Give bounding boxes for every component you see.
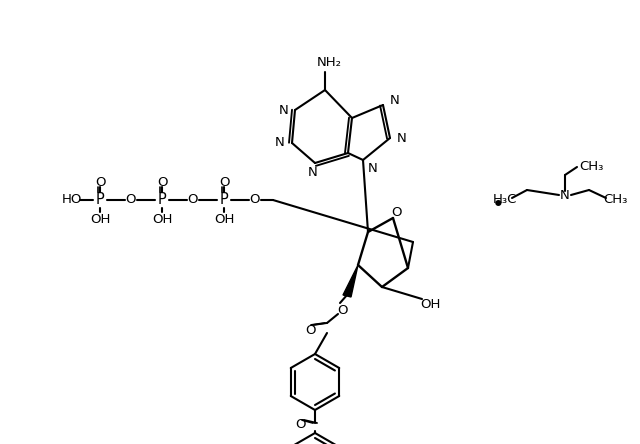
Text: N: N [368, 162, 378, 174]
Text: N: N [308, 166, 318, 179]
Text: P: P [220, 193, 228, 207]
Text: N: N [390, 94, 400, 107]
Text: CH₃: CH₃ [579, 160, 604, 174]
Text: N: N [560, 190, 570, 202]
Text: O: O [188, 194, 198, 206]
Text: H₃C: H₃C [493, 194, 517, 206]
Text: O: O [157, 175, 167, 189]
Text: O: O [392, 206, 403, 219]
Text: •: • [492, 195, 504, 215]
Text: N: N [275, 136, 285, 150]
Text: O: O [219, 175, 229, 189]
Polygon shape [343, 265, 358, 297]
Text: O: O [305, 324, 316, 337]
Text: P: P [95, 193, 104, 207]
Text: O: O [337, 304, 348, 317]
Text: O: O [125, 194, 136, 206]
Text: P: P [157, 193, 166, 207]
Text: N: N [397, 131, 407, 144]
Text: OH: OH [214, 214, 234, 226]
Text: OH: OH [152, 214, 172, 226]
Text: OH: OH [420, 298, 440, 312]
Text: N: N [278, 103, 288, 116]
Text: O: O [250, 194, 260, 206]
Text: HO: HO [62, 194, 82, 206]
Text: O: O [295, 419, 305, 432]
Text: CH₃: CH₃ [603, 194, 627, 206]
Text: OH: OH [90, 214, 110, 226]
Text: O: O [95, 175, 105, 189]
Text: NH₂: NH₂ [317, 56, 342, 68]
